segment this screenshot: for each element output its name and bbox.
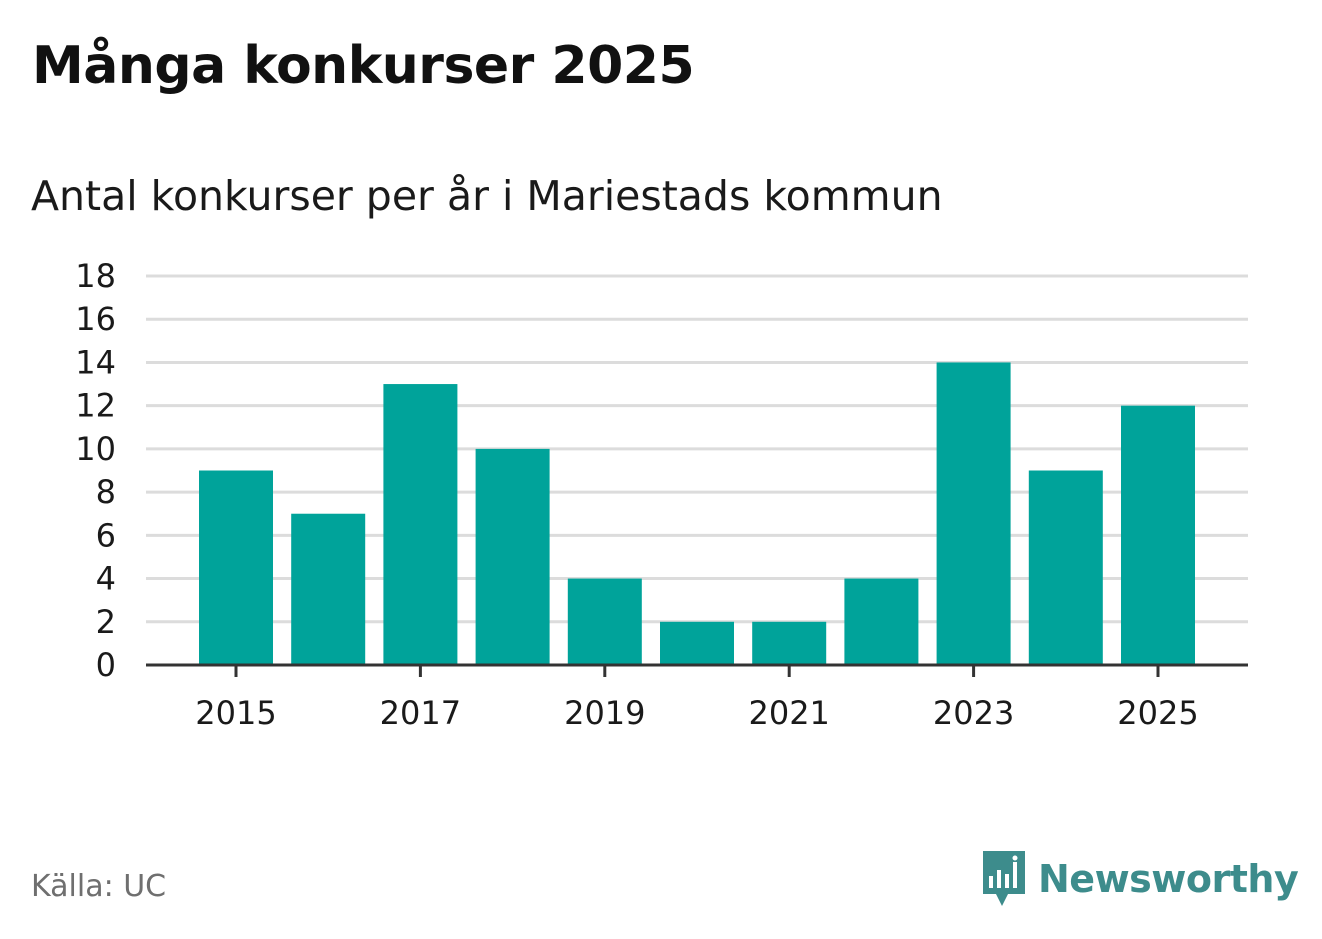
y-tick-label: 12 — [75, 387, 116, 425]
bar — [844, 578, 919, 665]
y-tick-label: 10 — [75, 430, 116, 468]
newsworthy-logo-icon — [983, 851, 1025, 906]
x-tick-label: 2023 — [933, 694, 1014, 732]
y-tick-label: 2 — [96, 603, 116, 641]
y-tick-label: 14 — [75, 343, 116, 381]
chart-title: Många konkurser 2025 — [32, 36, 695, 96]
bar — [383, 384, 458, 665]
bar — [567, 578, 642, 665]
brand-name: Newsworthy — [1038, 857, 1299, 901]
y-tick-label: 8 — [96, 473, 116, 511]
x-tick-label: 2021 — [748, 694, 829, 732]
source-note: Källa: UC — [31, 869, 167, 904]
bar — [936, 362, 1011, 665]
y-tick-label: 0 — [96, 646, 116, 684]
x-tick-label: 2015 — [195, 694, 276, 732]
bar — [1028, 470, 1103, 665]
x-tick-label: 2019 — [564, 694, 645, 732]
bar — [660, 621, 734, 665]
y-tick-label: 18 — [75, 257, 116, 295]
x-tick-label: 2017 — [380, 694, 461, 732]
y-tick-label: 4 — [96, 560, 116, 598]
bar — [1121, 405, 1195, 665]
bar-chart: 0 2 4 6 8 10 12 14 16 18 2015 2017 2019 2021 2023 2025 — [75, 257, 1248, 732]
bar — [291, 513, 366, 665]
bar — [475, 448, 550, 665]
x-tick-label: 2025 — [1117, 694, 1198, 732]
y-tick-label: 16 — [75, 300, 116, 338]
bar — [199, 470, 273, 665]
y-tick-label: 6 — [96, 516, 116, 554]
chart-subtitle: Antal konkurser per år i Mariestads komm… — [31, 172, 943, 220]
bar — [752, 621, 827, 665]
newsworthy-logo: Newsworthy — [980, 848, 1299, 910]
